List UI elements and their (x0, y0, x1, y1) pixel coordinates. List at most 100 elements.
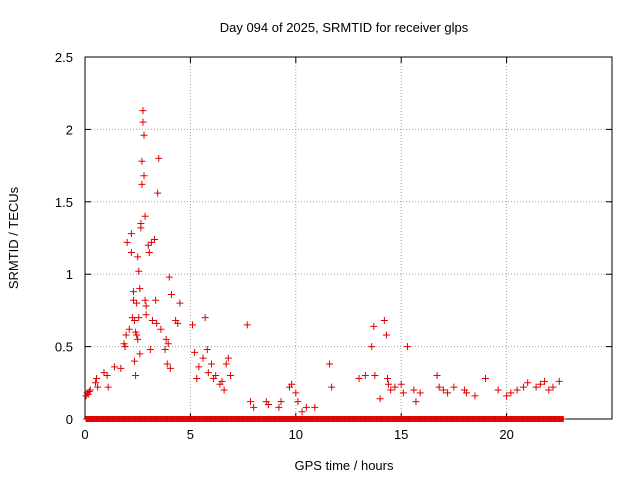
data-point (292, 389, 300, 397)
data-point (191, 348, 199, 356)
data-point (134, 335, 142, 343)
data-point (121, 343, 129, 351)
y-tick-label: 2.5 (55, 50, 73, 65)
data-point (152, 296, 160, 304)
data-point (536, 380, 544, 388)
data-point (129, 296, 137, 304)
data-point (397, 380, 405, 388)
data-point (122, 331, 130, 339)
data-point (141, 212, 149, 220)
data-point (463, 389, 471, 397)
data-point (147, 238, 155, 246)
data-point (139, 118, 147, 126)
data-point (133, 299, 141, 307)
data-point (311, 403, 319, 411)
data-point (435, 383, 443, 391)
data-point (207, 360, 215, 368)
data-point (549, 383, 557, 391)
data-point (176, 299, 184, 307)
data-point (250, 403, 258, 411)
data-point (226, 372, 234, 380)
zero-value-point (560, 416, 567, 422)
ticks-layer: 0 5 10 15 20 0 0.5 1 1.5 2 2.5 (55, 50, 612, 442)
y-tick-label: 1 (66, 267, 73, 282)
data-point (100, 369, 108, 377)
x-tick-label: 5 (187, 427, 194, 442)
data-point (127, 248, 135, 256)
data-point (189, 321, 197, 329)
data-point (385, 380, 393, 388)
data-point (163, 360, 171, 368)
data-point (157, 325, 165, 333)
data-point (243, 321, 251, 329)
y-tick-label: 2 (66, 122, 73, 137)
data-point (142, 302, 150, 310)
data-point (370, 322, 378, 330)
data-point (382, 331, 390, 339)
data-point (127, 230, 135, 238)
data-point (288, 380, 296, 388)
data-point (507, 389, 515, 397)
data-point (416, 389, 424, 397)
y-tick-label: 0.5 (55, 340, 73, 355)
zero-baseline-layer (83, 416, 567, 422)
data-point (154, 189, 162, 197)
data-point (361, 372, 369, 380)
data-point (371, 372, 379, 380)
data-point (141, 296, 149, 304)
y-tick-label: 0 (66, 412, 73, 427)
data-point (541, 377, 549, 385)
data-point (140, 172, 148, 180)
data-point (410, 386, 418, 394)
data-point (162, 335, 170, 343)
data-point (139, 107, 147, 115)
data-point (85, 387, 93, 395)
data-point (412, 398, 420, 406)
data-point (391, 383, 399, 391)
data-point (129, 288, 137, 296)
data-point (220, 386, 228, 394)
data-point (134, 253, 142, 261)
data-point (104, 383, 112, 391)
data-point (224, 354, 232, 362)
data-point (294, 398, 302, 406)
data-point (133, 331, 141, 339)
data-point (264, 401, 272, 409)
data-point (212, 372, 220, 380)
data-point (153, 319, 161, 327)
data-point (148, 317, 156, 325)
data-point (503, 392, 511, 400)
data-point (482, 374, 490, 382)
data-point (92, 379, 100, 387)
data-point (146, 345, 154, 353)
data-point (132, 372, 140, 380)
data-point (218, 377, 226, 385)
data-point (140, 131, 148, 139)
data-point (84, 390, 92, 398)
data-point (94, 383, 102, 391)
data-point (165, 273, 173, 281)
points-layer (82, 107, 563, 416)
data-point (117, 364, 125, 372)
data-point (201, 314, 209, 322)
grid-layer (85, 57, 612, 419)
data-point (132, 328, 140, 336)
data-point (277, 398, 285, 406)
x-tick-label: 10 (289, 427, 303, 442)
data-point (439, 386, 447, 394)
data-point (246, 398, 254, 406)
data-point (404, 343, 412, 351)
data-point (383, 374, 391, 382)
data-point (167, 290, 175, 298)
x-axis-label: GPS time / hours (295, 458, 394, 473)
data-point (433, 372, 441, 380)
x-tick-label: 20 (499, 427, 513, 442)
data-point (328, 383, 336, 391)
x-tick-label: 0 (81, 427, 88, 442)
data-point (532, 383, 540, 391)
data-point (145, 248, 153, 256)
data-point (136, 285, 144, 293)
data-point (471, 392, 479, 400)
